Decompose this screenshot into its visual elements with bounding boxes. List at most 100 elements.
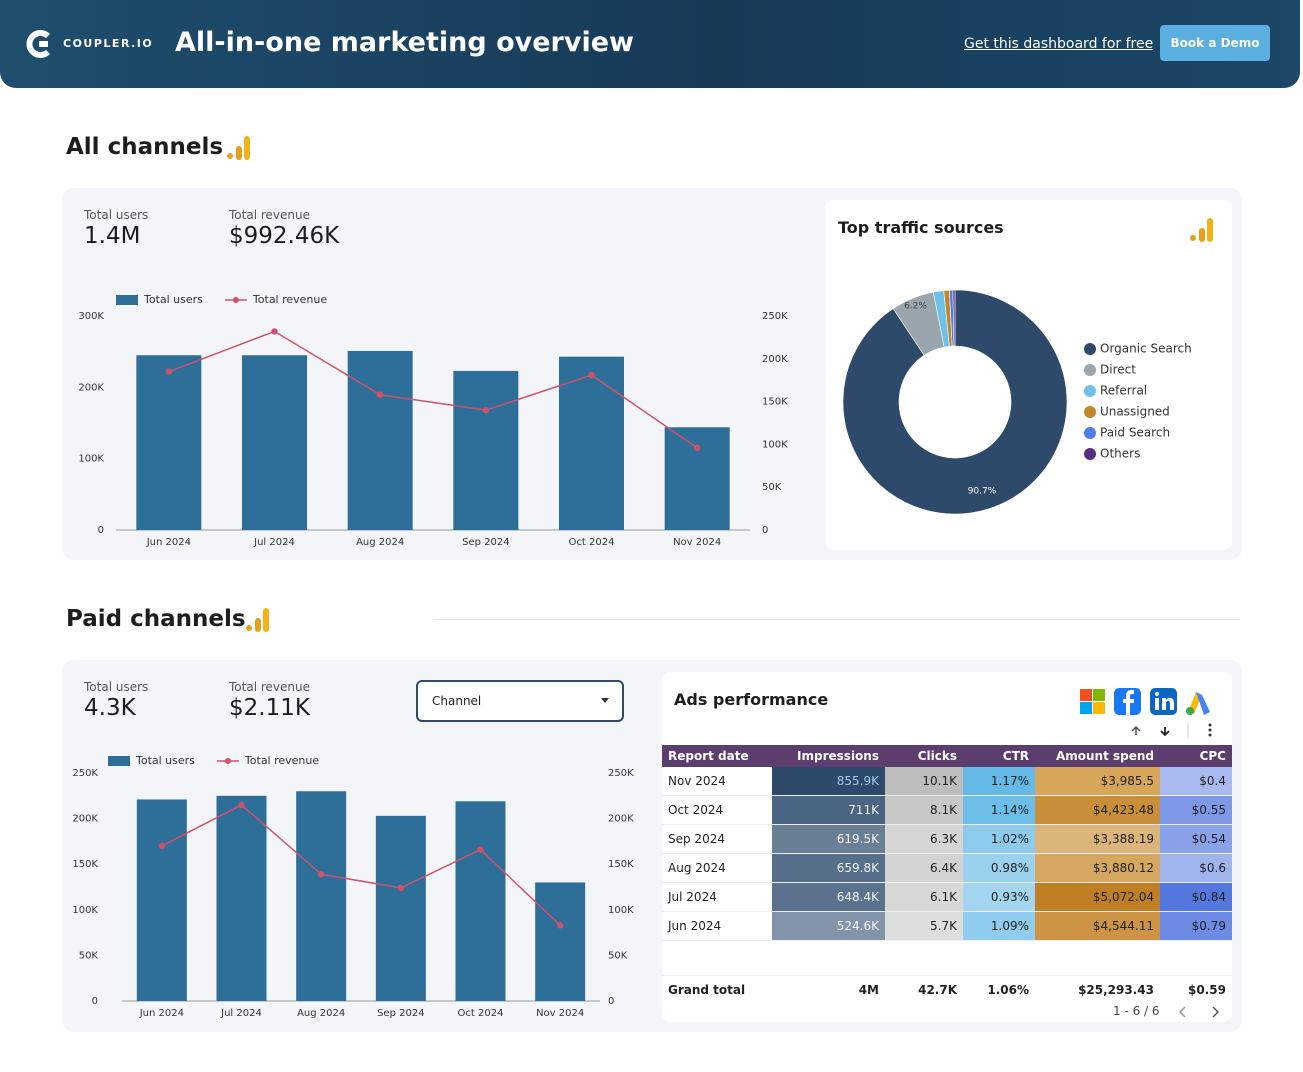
y2-tick-label: 50K [608,950,628,961]
total-cell: 42.7K [918,983,957,997]
table-cell: Aug 2024 [662,853,772,883]
bar [455,801,506,1001]
line-point [165,368,173,375]
table-cell: $3,985.5 [1035,767,1160,796]
section-title: Paid channels [66,606,246,632]
x-tick-label: Jul 2024 [253,537,295,548]
legend-label: Unassigned [1100,405,1170,419]
x-tick-label: Jun 2024 [139,1008,184,1019]
bar [136,799,187,1001]
demo-button[interactable]: Book a Demo [1160,25,1270,61]
pie-slice [952,289,956,347]
bar [453,370,519,530]
legend-label: Organic Search [1100,342,1192,356]
table-cell: Jun 2024 [662,911,772,941]
line-point [482,406,490,414]
x-tick-label: Oct 2024 [569,537,615,548]
total-cell: Grand total [668,983,746,997]
total-cell: $25,293.43 [1078,983,1154,997]
bar [242,355,307,530]
column-header[interactable]: Amount spend [1055,749,1154,763]
table-row: Aug 2024 659.8K 6.4K 0.98% $3,880.12 $0.6 [662,853,1232,883]
y-tick-label: 100K [78,454,104,465]
legend-label: Total revenue [252,293,327,306]
table-row: Nov 2024 855.9K 10.1K 1.17% $3,985.5 $0.4 [662,767,1232,796]
y2-tick-label: 0 [608,996,614,1007]
table-cell: 524.6K [772,911,885,941]
line-point [238,801,245,809]
bar [664,427,730,530]
line-point [271,328,278,335]
table-cell: 648.4K [772,882,885,912]
line-point [397,884,405,892]
channel-dropdown[interactable]: Channel [416,680,624,722]
x-tick-label: Jul 2024 [220,1008,262,1019]
x-tick-label: Sep 2024 [462,537,509,548]
legend-dot [1084,343,1096,355]
dropdown-label: Channel [432,694,482,708]
column-header[interactable]: Clicks [917,749,957,763]
legend-swatch [116,295,138,305]
slice-label: 90.7% [968,487,997,497]
table-cell: 1.02% [963,824,1035,854]
total-row: Grand total 4M 42.7K 1.06% $25,293.43 $0.59 [662,975,1232,1005]
y-tick-label: 200K [72,814,98,825]
table-cell: 619.5K [772,824,885,854]
line-point [477,846,484,853]
column-header[interactable]: Impressions [797,749,879,763]
table-cell: $0.79 [1160,911,1232,941]
column-header[interactable]: Report date [668,749,749,763]
kpi-label: Total users [84,208,149,222]
kpi-value: 1.4M [84,223,141,249]
y-tick-label: 0 [92,996,98,1007]
y2-tick-label: 250K [762,311,788,322]
legend-dot [1084,364,1096,376]
column-header[interactable]: CPC [1199,749,1226,763]
legend-label: Total users [135,754,195,767]
y-tick-label: 300K [78,311,104,322]
y2-tick-label: 50K [762,482,782,493]
y-tick-label: 50K [79,950,99,961]
x-tick-label: Aug 2024 [297,1008,345,1019]
table-cell: $4,423.48 [1035,795,1160,825]
dashboard-link[interactable]: Get this dashboard for free [964,36,1154,52]
kpi-label: Total revenue [229,680,310,694]
table-cell: 1.17% [963,767,1035,796]
y2-tick-label: 200K [608,814,634,825]
slice-label: 6.2% [904,301,927,311]
table-cell: 8.1K [885,795,963,825]
dropdown-caret [601,698,609,703]
legend-dot [1084,385,1096,397]
legend-label: Others [1100,447,1140,461]
card-title: Top traffic sources [838,218,1004,237]
table-cell: 5.7K [885,911,963,941]
column-header[interactable]: CTR [1002,749,1029,763]
logo-text: COUPLER.IO [63,37,154,50]
y2-tick-label: 150K [608,859,634,870]
line-point [693,444,701,452]
table-cell: $3,880.12 [1035,853,1160,883]
line-point [588,371,595,379]
analytics-icon [227,136,250,160]
y2-tick-label: 150K [762,397,788,408]
y-tick-label: 150K [72,859,98,870]
bar [216,795,267,1001]
y2-tick-label: 100K [762,439,788,450]
pager-arrows[interactable] [1175,1004,1225,1020]
line-point [376,391,384,398]
table-cell: 6.3K [885,824,963,854]
bar [136,355,202,530]
table-row: Oct 2024 711K 8.1K 1.14% $4,423.48 $0.55 [662,795,1232,825]
pagination: 1 - 6 / 6 [1113,1004,1160,1018]
kpi-label: Total revenue [229,208,310,222]
x-tick-label: Nov 2024 [673,537,721,548]
bar [535,882,586,1001]
platform-icons [1080,688,1212,739]
kpi-value: 4.3K [84,695,136,721]
table-cell: Sep 2024 [662,824,772,854]
total-cell: 1.06% [987,983,1029,997]
y-tick-label: 250K [72,768,98,779]
table-cell: 1.09% [963,911,1035,941]
pie-slice [842,289,1068,515]
